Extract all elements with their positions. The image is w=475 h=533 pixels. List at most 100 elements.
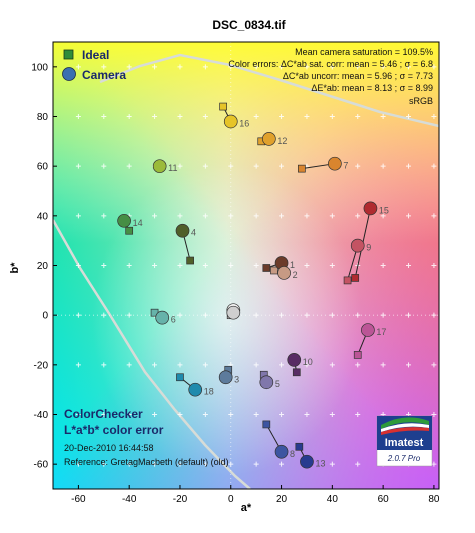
point-label: 3 <box>234 374 239 384</box>
logo-name: Imatest <box>385 437 424 449</box>
point-label: 9 <box>366 243 371 253</box>
grid-mark <box>329 114 335 119</box>
grid-mark <box>177 163 183 169</box>
grid-mark <box>406 362 412 368</box>
grid-mark <box>177 114 183 119</box>
ideal-marker-9 <box>343 276 352 285</box>
chart-title: DSC_0834.tif <box>212 18 286 32</box>
grid-mark <box>431 263 437 268</box>
camera-marker-3 <box>218 370 233 385</box>
stat-colorspace: sRGB <box>409 96 433 106</box>
grid-mark <box>406 312 412 318</box>
y-tick-label: 60 <box>37 162 49 173</box>
grid-mark <box>152 412 158 417</box>
grid-mark <box>431 163 437 169</box>
grid-mark <box>152 114 158 119</box>
grid-mark <box>380 213 386 219</box>
x-tick-label: 60 <box>378 494 390 505</box>
grid-mark <box>253 64 259 70</box>
grid-mark <box>329 213 335 219</box>
grid-mark <box>329 461 335 467</box>
camera-marker-12 <box>262 132 276 146</box>
x-axis-label: a* <box>241 502 252 514</box>
grid-mark <box>304 412 310 417</box>
info-reference: Reference: GretagMacbeth (default) (old) <box>64 457 229 467</box>
point-label: 7 <box>343 161 348 171</box>
x-tick-label: 40 <box>327 494 339 505</box>
grid-mark <box>279 213 285 219</box>
ideal-marker-14 <box>125 226 134 235</box>
grid-mark <box>253 412 259 417</box>
stats-block: Mean camera saturation = 109.5% Color er… <box>228 47 433 106</box>
y-tick-label: -60 <box>34 460 49 471</box>
grid-mark <box>253 114 259 119</box>
grid-mark <box>152 64 158 70</box>
grid-mark <box>75 213 81 219</box>
camera-marker-15 <box>363 201 378 216</box>
grid-mark <box>279 412 285 417</box>
grid-mark <box>126 163 132 169</box>
y-tick-label: 20 <box>37 261 49 272</box>
grid-mark <box>202 114 208 119</box>
grid-mark <box>329 263 335 268</box>
logo-version: 2.0.7 Pro <box>387 454 421 463</box>
grid-mark <box>253 213 259 219</box>
grid-mark <box>177 362 183 368</box>
grid-mark <box>279 64 285 70</box>
grid-mark <box>101 163 107 169</box>
grid-mark <box>253 263 259 268</box>
grid-mark <box>101 64 107 70</box>
grid-mark <box>202 461 208 467</box>
grid-mark <box>380 114 386 119</box>
point-label: 17 <box>376 327 386 337</box>
legend-ideal-swatch <box>63 49 74 60</box>
grid-mark <box>380 362 386 368</box>
imatest-logo: Imatest 2.0.7 Pro <box>376 415 433 467</box>
point-label: 6 <box>171 315 176 325</box>
grid-mark <box>329 64 335 70</box>
grid-mark <box>228 263 234 268</box>
grid-mark <box>355 163 361 169</box>
grid-mark <box>355 213 361 219</box>
x-tick-label: 20 <box>276 494 288 505</box>
camera-marker-6 <box>155 310 170 325</box>
grid-mark <box>431 213 437 219</box>
grid-mark <box>126 114 132 119</box>
grid-mark <box>279 461 285 467</box>
grid-mark <box>329 312 335 318</box>
point-label: 18 <box>204 387 214 397</box>
camera-marker-14 <box>117 213 131 228</box>
ideal-marker-8 <box>262 420 271 429</box>
grid-mark <box>355 64 361 70</box>
y-tick-label: -40 <box>34 410 49 421</box>
grid-mark <box>126 64 132 70</box>
camera-marker-8 <box>274 444 289 459</box>
camera-marker-16 <box>223 114 238 129</box>
grid-mark <box>329 412 335 417</box>
grid-mark <box>253 461 259 467</box>
point-label: 12 <box>277 136 287 146</box>
y-tick-label: -20 <box>34 360 49 371</box>
x-tick-label: 0 <box>228 494 234 505</box>
camera-marker-2 <box>277 266 291 280</box>
camera-marker-11 <box>152 159 167 174</box>
grid-mark <box>126 362 132 368</box>
grid-mark <box>406 114 412 119</box>
y-tick-label: 80 <box>37 112 49 123</box>
legend-camera-swatch <box>62 67 76 81</box>
grid-mark <box>152 461 158 467</box>
grid-mark <box>304 362 310 368</box>
grid-mark <box>202 64 208 70</box>
ideal-marker-7 <box>298 164 306 173</box>
srgb-gamut-left <box>53 219 251 489</box>
legend-ideal-label: Ideal <box>82 48 109 62</box>
grid-mark <box>75 263 81 268</box>
x-tick-label: 80 <box>428 494 440 505</box>
srgb-gamut-top <box>99 53 439 128</box>
stat-uncorr: ΔC*ab uncorr: mean = 5.96 ; σ = 7.73 <box>283 71 433 81</box>
camera-marker-7 <box>328 156 342 171</box>
x-tick-label: -40 <box>122 494 137 505</box>
point-label: 10 <box>303 357 313 367</box>
